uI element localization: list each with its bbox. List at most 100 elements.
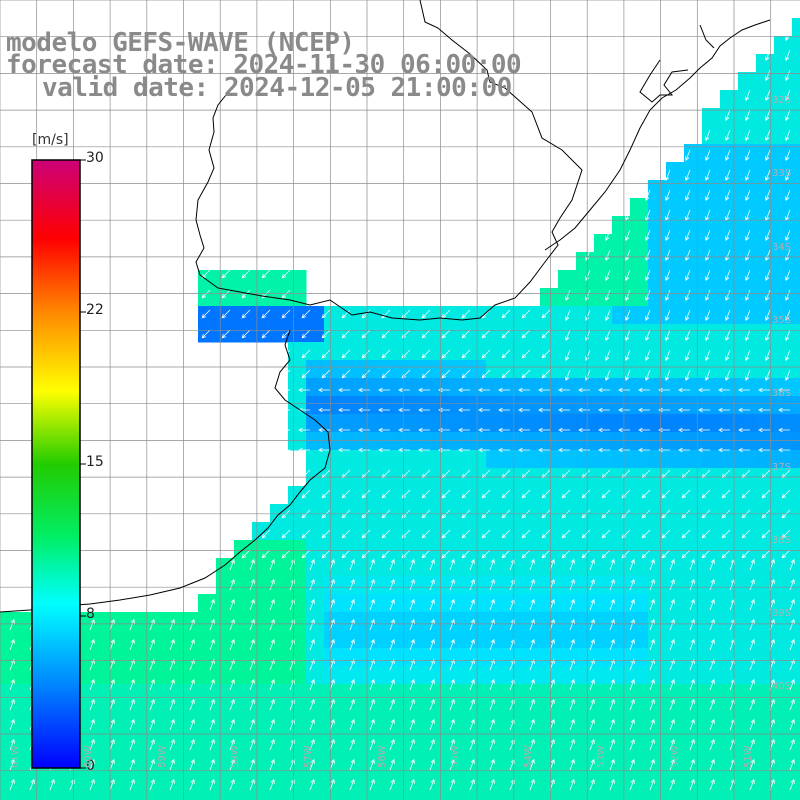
speed-cell xyxy=(792,630,800,649)
speed-cell xyxy=(306,594,325,613)
wind-arrow xyxy=(409,718,415,731)
wind-arrow xyxy=(785,69,791,82)
speed-cell xyxy=(756,72,775,91)
wind-arrow xyxy=(718,427,730,433)
speed-cell xyxy=(576,594,595,613)
speed-cell xyxy=(324,396,343,415)
speed-cell xyxy=(378,774,397,793)
speed-cell xyxy=(540,630,559,649)
speed-cell xyxy=(180,666,199,685)
speed-cell xyxy=(342,666,361,685)
wind-arrow xyxy=(461,369,471,379)
wind-arrow xyxy=(785,249,791,262)
speed-cell xyxy=(720,774,739,793)
speed-cell xyxy=(306,306,325,325)
speed-cell xyxy=(648,288,667,307)
speed-cell xyxy=(414,378,433,397)
wind-arrow xyxy=(618,407,630,413)
wind-arrow xyxy=(369,758,375,771)
wind-arrow xyxy=(281,309,291,319)
speed-cell xyxy=(756,90,775,109)
speed-cell xyxy=(288,594,307,613)
speed-cell xyxy=(360,666,379,685)
speed-cell xyxy=(756,504,775,523)
speed-cell xyxy=(720,756,739,775)
longitude-label: 52W xyxy=(669,745,681,768)
speed-cell xyxy=(396,396,415,415)
speed-cell xyxy=(666,252,685,271)
wind-arrow xyxy=(389,698,395,711)
wind-arrow xyxy=(749,578,755,591)
speed-cell xyxy=(432,576,451,595)
wind-arrow xyxy=(209,738,215,751)
wind-arrow xyxy=(449,598,455,611)
wind-arrow xyxy=(209,778,215,791)
wind-arrow xyxy=(109,778,115,791)
speed-cell xyxy=(666,288,685,307)
wind-arrow xyxy=(589,718,595,731)
wind-arrow xyxy=(209,658,215,671)
speed-cell xyxy=(648,486,667,505)
wind-arrow xyxy=(558,387,570,393)
speed-cell xyxy=(486,684,505,703)
wind-arrow xyxy=(278,427,290,433)
speed-cell xyxy=(270,594,289,613)
colorbar-tick-15: 15 xyxy=(86,454,104,470)
wind-arrow xyxy=(349,678,355,691)
wind-arrow xyxy=(765,269,771,282)
wind-arrow xyxy=(701,529,711,539)
speed-cell xyxy=(306,558,325,577)
speed-cell xyxy=(486,792,505,800)
wind-arrow xyxy=(649,758,655,771)
speed-cell xyxy=(756,324,775,343)
latitude-label: 39S xyxy=(772,608,792,620)
speed-cell xyxy=(702,486,721,505)
wind-arrow xyxy=(709,598,715,611)
speed-cell xyxy=(522,396,541,415)
colorbar-units: [m/s] xyxy=(32,132,69,148)
speed-cell xyxy=(162,648,181,667)
wind-arrow xyxy=(625,309,631,322)
speed-cell xyxy=(630,216,649,235)
wind-arrow xyxy=(329,598,335,611)
wind-arrow xyxy=(645,189,651,202)
speed-cell xyxy=(396,414,415,433)
speed-cell xyxy=(684,360,703,379)
speed-cell xyxy=(414,432,433,451)
wind-arrow xyxy=(409,698,415,711)
speed-cell xyxy=(540,720,559,739)
speed-cell xyxy=(540,414,559,433)
wind-arrow xyxy=(585,329,591,342)
wind-arrow xyxy=(489,738,495,751)
wind-arrow xyxy=(665,329,671,342)
wind-arrow xyxy=(665,269,671,282)
wind-arrow xyxy=(569,658,575,671)
wind-arrow xyxy=(685,349,691,362)
wind-arrow xyxy=(765,249,771,262)
speed-cell xyxy=(324,486,343,505)
speed-cell xyxy=(594,774,613,793)
speed-cell xyxy=(126,684,145,703)
wind-arrow xyxy=(725,369,731,382)
speed-cell xyxy=(540,486,559,505)
wind-arrow xyxy=(669,758,675,771)
speed-cell xyxy=(558,522,577,541)
speed-cell xyxy=(90,666,109,685)
speed-cell xyxy=(432,342,451,361)
wind-arrow xyxy=(681,489,691,499)
speed-cell xyxy=(612,504,631,523)
speed-cell xyxy=(504,774,523,793)
wind-arrow xyxy=(169,778,175,791)
speed-cell xyxy=(450,450,469,469)
wind-arrow xyxy=(209,698,215,711)
wind-arrow xyxy=(649,738,655,751)
speed-cell xyxy=(360,756,379,775)
wind-arrow xyxy=(781,529,791,539)
speed-cell xyxy=(774,630,793,649)
wind-arrow xyxy=(421,489,431,499)
speed-cell xyxy=(252,684,271,703)
speed-cell xyxy=(558,738,577,757)
speed-cell xyxy=(378,792,397,800)
wind-arrow xyxy=(541,309,551,319)
wind-arrow xyxy=(201,309,211,319)
